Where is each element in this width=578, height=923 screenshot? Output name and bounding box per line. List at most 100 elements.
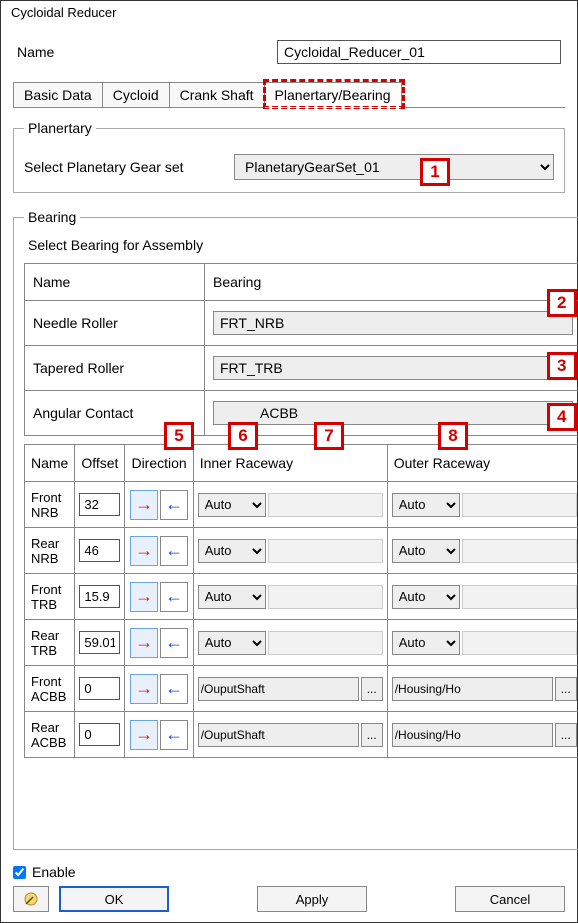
planetary-label: Select Planetary Gear set [24,159,224,175]
arrow-right-icon: → [135,632,153,653]
apply-button[interactable]: Apply [257,886,367,912]
assembly-row: Rear ACBB → ←...... [25,712,578,758]
outer-raceway-select[interactable]: Auto [392,631,460,655]
callout-4: 4 [547,403,577,431]
offset-input[interactable] [79,539,120,562]
tab-cycloid[interactable]: Cycloid [102,82,170,107]
planetary-group: Planertary Select Planetary Gear set Pla… [13,120,565,193]
inner-raceway-select[interactable]: Auto [198,539,266,563]
direction-right-button[interactable]: → [130,674,158,704]
direction-right-button[interactable]: → [130,720,158,750]
tab-basic-data[interactable]: Basic Data [13,82,103,107]
assembly-row-name: Rear ACBB [25,712,75,758]
outer-raceway-select[interactable]: Auto [392,585,460,609]
bearing-select-table: Name Bearing Needle Roller 2 Tapered Rol… [24,263,578,436]
bearing-row-tapered-input[interactable] [213,356,573,380]
direction-left-button[interactable]: ← [160,582,188,612]
assembly-th-outer: Outer Raceway [387,445,578,482]
outer-raceway-browse-button[interactable]: ... [555,723,577,747]
bearing-th-bearing: Bearing [205,264,578,301]
direction-left-button[interactable]: ← [160,628,188,658]
assembly-row-name: Front NRB [25,482,75,528]
inner-raceway-spacer [268,493,383,517]
offset-input[interactable] [79,585,120,608]
outer-raceway-spacer [462,631,577,655]
assembly-th-offset: Offset [75,445,125,482]
arrow-right-icon: → [135,724,153,745]
planetary-select[interactable]: PlanetaryGearSet_01 [234,154,554,180]
callout-2: 2 [547,289,577,317]
ok-button[interactable]: OK [59,886,169,912]
direction-left-button[interactable]: ← [160,536,188,566]
direction-right-button[interactable]: → [130,582,158,612]
assembly-row-name: Rear NRB [25,528,75,574]
inner-raceway-select[interactable]: Auto [198,493,266,517]
outer-raceway-spacer [462,539,577,563]
outer-raceway-input[interactable] [392,677,553,701]
assembly-row-name: Front TRB [25,574,75,620]
assembly-row: Rear TRB→←AutoAuto [25,620,578,666]
cancel-button[interactable]: Cancel [455,886,565,912]
inner-raceway-browse-button[interactable]: ... [361,723,383,747]
arrow-left-icon: ← [165,724,183,745]
direction-right-button[interactable]: → [130,490,158,520]
direction-right-button[interactable]: → [130,536,158,566]
outer-raceway-spacer [462,585,577,609]
offset-input[interactable] [79,677,120,700]
outer-raceway-select[interactable]: Auto [392,493,460,517]
assembly-row: Rear NRB → ← Auto Auto [25,528,578,574]
inner-raceway-input[interactable] [198,723,359,747]
callout-7: 7 [314,422,344,450]
assembly-th-direction: Direction [125,445,193,482]
outer-raceway-browse-button[interactable]: ... [555,677,577,701]
inner-raceway-select[interactable]: Auto [198,585,266,609]
assembly-th-inner: Inner Raceway [193,445,387,482]
outer-raceway-spacer [462,493,577,517]
inner-raceway-spacer [268,539,383,563]
assembly-th-name: Name [25,445,75,482]
callout-5: 5 [164,422,194,450]
offset-input[interactable] [79,493,120,516]
callout-6: 6 [228,422,258,450]
offset-input[interactable] [79,723,120,746]
direction-right-button[interactable]: → [130,628,158,658]
tab-planetary-bearing-label: Planertary/Bearing [275,87,391,103]
help-icon-button[interactable] [13,886,49,912]
outer-raceway-input[interactable] [392,723,553,747]
bearing-th-name: Name [25,264,205,301]
bearing-legend: Bearing [24,209,80,225]
direction-left-button[interactable]: ← [160,490,188,520]
assembly-row: Front TRB → ← Auto Auto [25,574,578,620]
bearing-row-tapered-label: Tapered Roller [25,346,205,391]
bearing-group: Bearing Select Bearing for Assembly Name… [13,209,578,850]
tab-planetary-bearing[interactable]: Planertary/Bearing [264,82,402,107]
inner-raceway-browse-button[interactable]: ... [361,677,383,701]
arrow-left-icon: ← [165,632,183,653]
tab-strip: Basic Data Cycloid Crank Shaft Planertar… [13,82,565,108]
offset-input[interactable] [79,631,120,654]
window-title: Cycloidal Reducer [1,1,577,24]
arrow-left-icon: ← [165,678,183,699]
wand-icon [23,891,39,907]
assembly-row-name: Front ACBB [25,666,75,712]
bearing-subtitle: Select Bearing for Assembly [28,237,578,253]
assembly-row: Front NRB → ← Auto Auto [25,482,578,528]
arrow-right-icon: → [135,586,153,607]
outer-raceway-select[interactable]: Auto [392,539,460,563]
arrow-right-icon: → [135,540,153,561]
callout-3: 3 [547,352,577,380]
callout-1: 1 [420,158,450,186]
enable-checkbox[interactable] [13,866,26,879]
direction-left-button[interactable]: ← [160,674,188,704]
inner-raceway-select[interactable]: Auto [198,631,266,655]
bearing-row-needle-input[interactable] [213,311,573,335]
direction-left-button[interactable]: ← [160,720,188,750]
tab-crank-shaft[interactable]: Crank Shaft [169,82,265,107]
arrow-left-icon: ← [165,494,183,515]
inner-raceway-spacer [268,631,383,655]
arrow-left-icon: ← [165,540,183,561]
inner-raceway-input[interactable] [198,677,359,701]
enable-label: Enable [32,864,76,880]
name-input[interactable] [277,40,561,64]
bearing-row-angular-input[interactable] [213,401,573,425]
